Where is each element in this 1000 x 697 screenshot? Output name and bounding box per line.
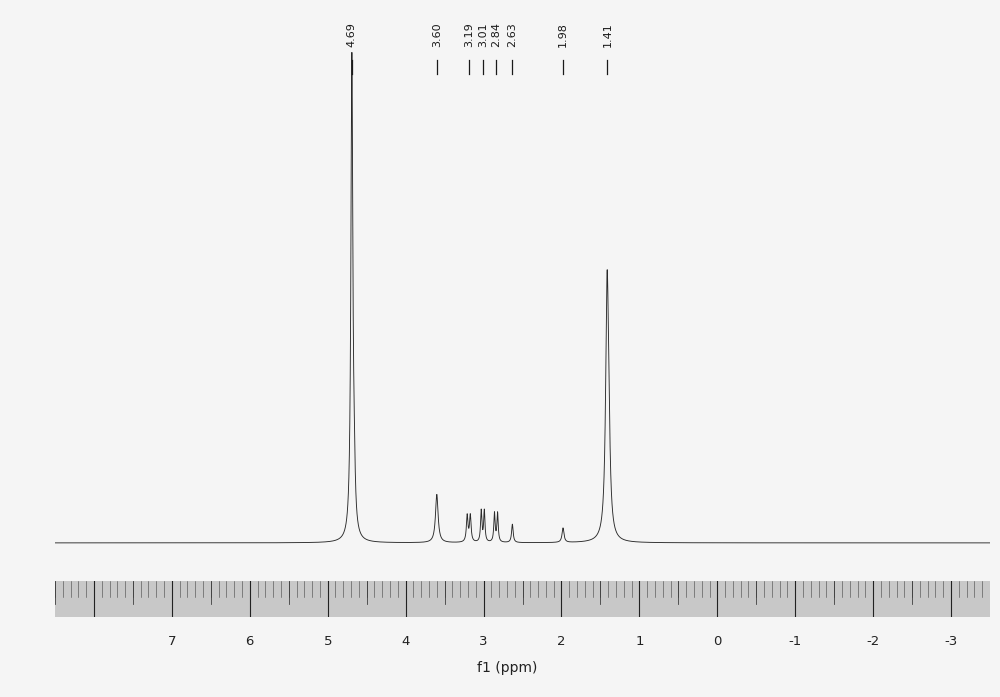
Text: f1 (ppm): f1 (ppm) bbox=[477, 661, 537, 675]
Text: 3.19: 3.19 bbox=[464, 23, 474, 47]
Text: 5: 5 bbox=[323, 635, 332, 648]
Text: 3: 3 bbox=[479, 635, 488, 648]
Text: 1: 1 bbox=[635, 635, 644, 648]
Text: -1: -1 bbox=[789, 635, 802, 648]
Text: 4.69: 4.69 bbox=[347, 22, 357, 47]
Text: 1.98: 1.98 bbox=[558, 22, 568, 47]
Text: 4: 4 bbox=[401, 635, 410, 648]
Text: 6: 6 bbox=[246, 635, 254, 648]
Text: 7: 7 bbox=[168, 635, 176, 648]
Text: 3.01: 3.01 bbox=[478, 23, 488, 47]
Text: 2: 2 bbox=[557, 635, 566, 648]
Text: 3.60: 3.60 bbox=[432, 23, 442, 47]
Text: 2.84: 2.84 bbox=[491, 22, 501, 47]
Text: 0: 0 bbox=[713, 635, 721, 648]
Text: -3: -3 bbox=[944, 635, 958, 648]
Text: 2.63: 2.63 bbox=[507, 23, 517, 47]
Text: -2: -2 bbox=[866, 635, 880, 648]
Text: 1.41: 1.41 bbox=[602, 23, 612, 47]
